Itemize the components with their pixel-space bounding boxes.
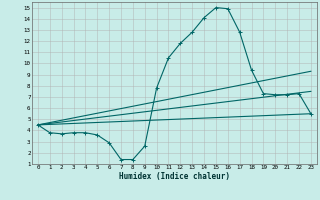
X-axis label: Humidex (Indice chaleur): Humidex (Indice chaleur) <box>119 172 230 181</box>
